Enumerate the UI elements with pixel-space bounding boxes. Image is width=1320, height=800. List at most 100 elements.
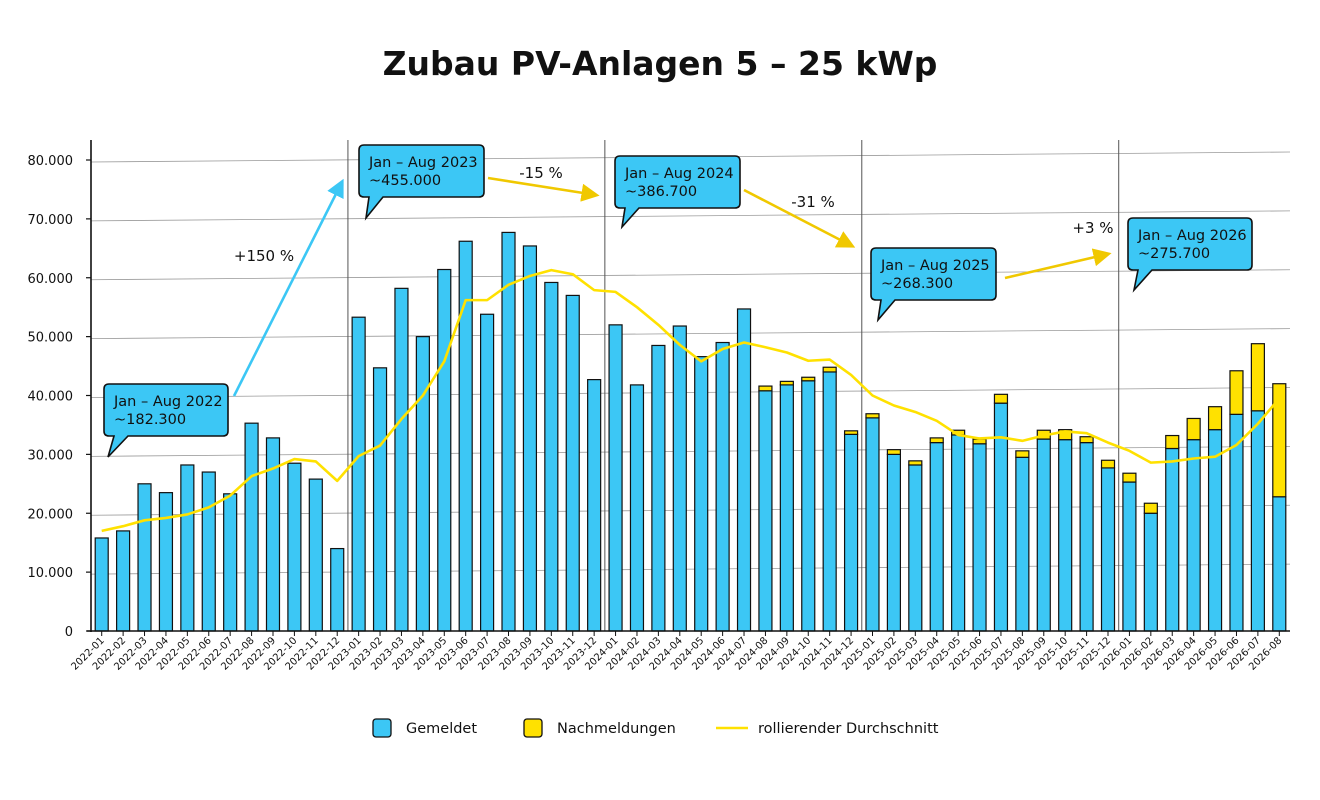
bar-gemeldet-2024-03 bbox=[651, 344, 666, 632]
bar-gemeldet-2024-06 bbox=[715, 341, 730, 632]
change-label: -15 % bbox=[519, 164, 563, 182]
callout-5: Jan – Aug 2026 ~275.700 bbox=[1127, 217, 1253, 293]
bar-gemeldet-2023-10 bbox=[544, 281, 559, 632]
change-arrow bbox=[743, 188, 856, 248]
y-tick-labels: 0 10.000 20.000 30.000 40.000 50.000 60.000 70.… bbox=[28, 154, 74, 640]
bar-gemeldet-2024-07 bbox=[736, 308, 752, 632]
bar-nachmeldungen-2026-02 bbox=[1143, 502, 1158, 514]
bar-gemeldet-2025-09 bbox=[1036, 438, 1051, 632]
y-tick-label: 40.000 bbox=[28, 390, 74, 405]
legend-item-gemeldet: Gemeldet bbox=[372, 718, 477, 738]
callout-label: Jan – Aug 2025 bbox=[880, 258, 990, 274]
bar-gemeldet-2022-05 bbox=[180, 464, 195, 632]
bar-nachmeldungen-2026-04 bbox=[1186, 417, 1201, 441]
callout-label: Jan – Aug 2024 bbox=[624, 166, 734, 182]
change-arrow bbox=[232, 178, 344, 397]
bar-nachmeldungen-2025-02 bbox=[886, 449, 902, 455]
chart-title: Zubau PV-Anlagen 5 – 25 kWp bbox=[382, 44, 938, 83]
callout-box bbox=[358, 144, 485, 221]
bar-gemeldet-2024-08 bbox=[758, 390, 773, 632]
legend: Gemeldet Nachmeldungen rollierender Durchs… bbox=[372, 718, 939, 738]
legend-item-rollierender-durchschnitt: rollierender Durchschnitt bbox=[716, 721, 939, 737]
bar-gemeldet-2023-11 bbox=[565, 294, 580, 632]
bar-gemeldet-2025-12 bbox=[1100, 467, 1116, 632]
bar-nachmeldungen-2025-12 bbox=[1100, 459, 1116, 469]
y-tick-label: 0 bbox=[65, 625, 73, 640]
bar-nachmeldungen-2024-12 bbox=[843, 430, 859, 435]
bar-nachmeldungen-2025-08 bbox=[1015, 450, 1030, 458]
bar-gemeldet-2024-10 bbox=[801, 380, 816, 632]
bar-gemeldet-2025-06 bbox=[972, 443, 987, 632]
bar-nachmeldungen-2025-07 bbox=[993, 393, 1009, 404]
bar-gemeldet-2024-02 bbox=[629, 384, 645, 632]
callout-3: Jan – Aug 2024 ~386.700 bbox=[614, 155, 741, 230]
bar-gemeldet-2024-11 bbox=[822, 371, 837, 632]
bar-gemeldet-2026-03 bbox=[1165, 447, 1180, 632]
bar-gemeldet-2024-01 bbox=[608, 324, 623, 632]
bar-nachmeldungen-2025-01 bbox=[865, 413, 880, 419]
legend-label: rollierender Durchschnitt bbox=[758, 721, 939, 737]
bar-gemeldet-2026-02 bbox=[1143, 512, 1158, 632]
bar-gemeldet-2025-10 bbox=[1058, 439, 1073, 632]
bar-gemeldet-2022-07 bbox=[223, 493, 238, 632]
legend-label: Gemeldet bbox=[406, 721, 477, 737]
bar-gemeldet-2022-01 bbox=[94, 537, 109, 632]
callout-2: Jan – Aug 2023 ~455.000 bbox=[358, 144, 485, 221]
callout-label: Jan – Aug 2023 bbox=[368, 155, 478, 171]
bar-gemeldet-2023-03 bbox=[394, 287, 409, 632]
callout-1: Jan – Aug 2022 ~182.300 bbox=[103, 383, 229, 458]
bar-gemeldet-2023-07 bbox=[479, 313, 495, 632]
bars bbox=[94, 231, 1287, 632]
bar-gemeldet-2023-05 bbox=[437, 268, 452, 632]
bar-nachmeldungen-2024-08 bbox=[758, 385, 773, 392]
bar-gemeldet-2024-05 bbox=[694, 356, 709, 632]
callout-value: ~268.300 bbox=[881, 276, 953, 292]
bar-gemeldet-2023-01 bbox=[351, 316, 366, 632]
legend-item-nachmeldungen: Nachmeldungen bbox=[523, 718, 676, 738]
callout-4: Jan – Aug 2025 ~268.300 bbox=[870, 247, 997, 323]
bar-gemeldet-2022-03 bbox=[137, 483, 152, 632]
bar-nachmeldungen-2025-10 bbox=[1058, 429, 1073, 441]
callout-value: ~182.300 bbox=[114, 412, 186, 428]
bar-gemeldet-2025-08 bbox=[1015, 456, 1030, 632]
bar-gemeldet-2025-01 bbox=[865, 417, 880, 632]
bar-gemeldet-2025-02 bbox=[886, 453, 902, 632]
bar-nachmeldungen-2025-04 bbox=[929, 437, 944, 444]
bar-nachmeldungen-2026-08 bbox=[1272, 383, 1287, 498]
bar-gemeldet-2022-08 bbox=[244, 422, 259, 632]
y-tick-label: 10.000 bbox=[28, 566, 74, 581]
bar-gemeldet-2022-10 bbox=[287, 462, 302, 632]
bar-gemeldet-2022-02 bbox=[116, 530, 131, 632]
y-tick-label: 30.000 bbox=[28, 448, 74, 463]
change-arrows: +150 % -15 % -31 % +3 % bbox=[232, 164, 1114, 397]
bar-nachmeldungen-2026-07 bbox=[1250, 343, 1265, 412]
grid-line bbox=[90, 269, 1291, 281]
callout-value: ~386.700 bbox=[625, 184, 697, 200]
bar-gemeldet-2022-04 bbox=[158, 492, 174, 632]
grid-line bbox=[90, 328, 1291, 340]
legend-swatch bbox=[372, 718, 392, 738]
change-arrow bbox=[1004, 248, 1112, 280]
bar-nachmeldungen-2026-03 bbox=[1165, 434, 1180, 450]
x-tick-labels: 2022-012022-022022-032022-042022-052022-… bbox=[69, 635, 1284, 672]
y-tick-label: 70.000 bbox=[28, 213, 74, 228]
callout-label: Jan – Aug 2022 bbox=[113, 394, 223, 410]
callout-label: Jan – Aug 2026 bbox=[1137, 228, 1247, 244]
bar-gemeldet-2025-11 bbox=[1079, 442, 1094, 632]
bar-nachmeldungen-2025-03 bbox=[908, 460, 923, 466]
bar-gemeldet-2022-12 bbox=[330, 547, 345, 632]
bar-gemeldet-2023-12 bbox=[587, 379, 602, 632]
bar-nachmeldungen-2026-05 bbox=[1207, 406, 1223, 431]
bar-gemeldet-2026-04 bbox=[1186, 439, 1201, 632]
bar-gemeldet-2022-11 bbox=[308, 478, 323, 632]
grid-line bbox=[90, 210, 1291, 222]
bar-nachmeldungen-2024-09 bbox=[779, 380, 794, 386]
callout-box bbox=[103, 383, 229, 458]
bar-gemeldet-2026-07 bbox=[1250, 410, 1265, 632]
bar-nachmeldungen-2024-11 bbox=[822, 366, 837, 373]
grid-line bbox=[90, 387, 1291, 398]
axes bbox=[86, 140, 1290, 636]
callout-value: ~455.000 bbox=[369, 173, 441, 189]
bar-gemeldet-2024-12 bbox=[843, 433, 859, 632]
y-tick-label: 60.000 bbox=[28, 272, 74, 287]
